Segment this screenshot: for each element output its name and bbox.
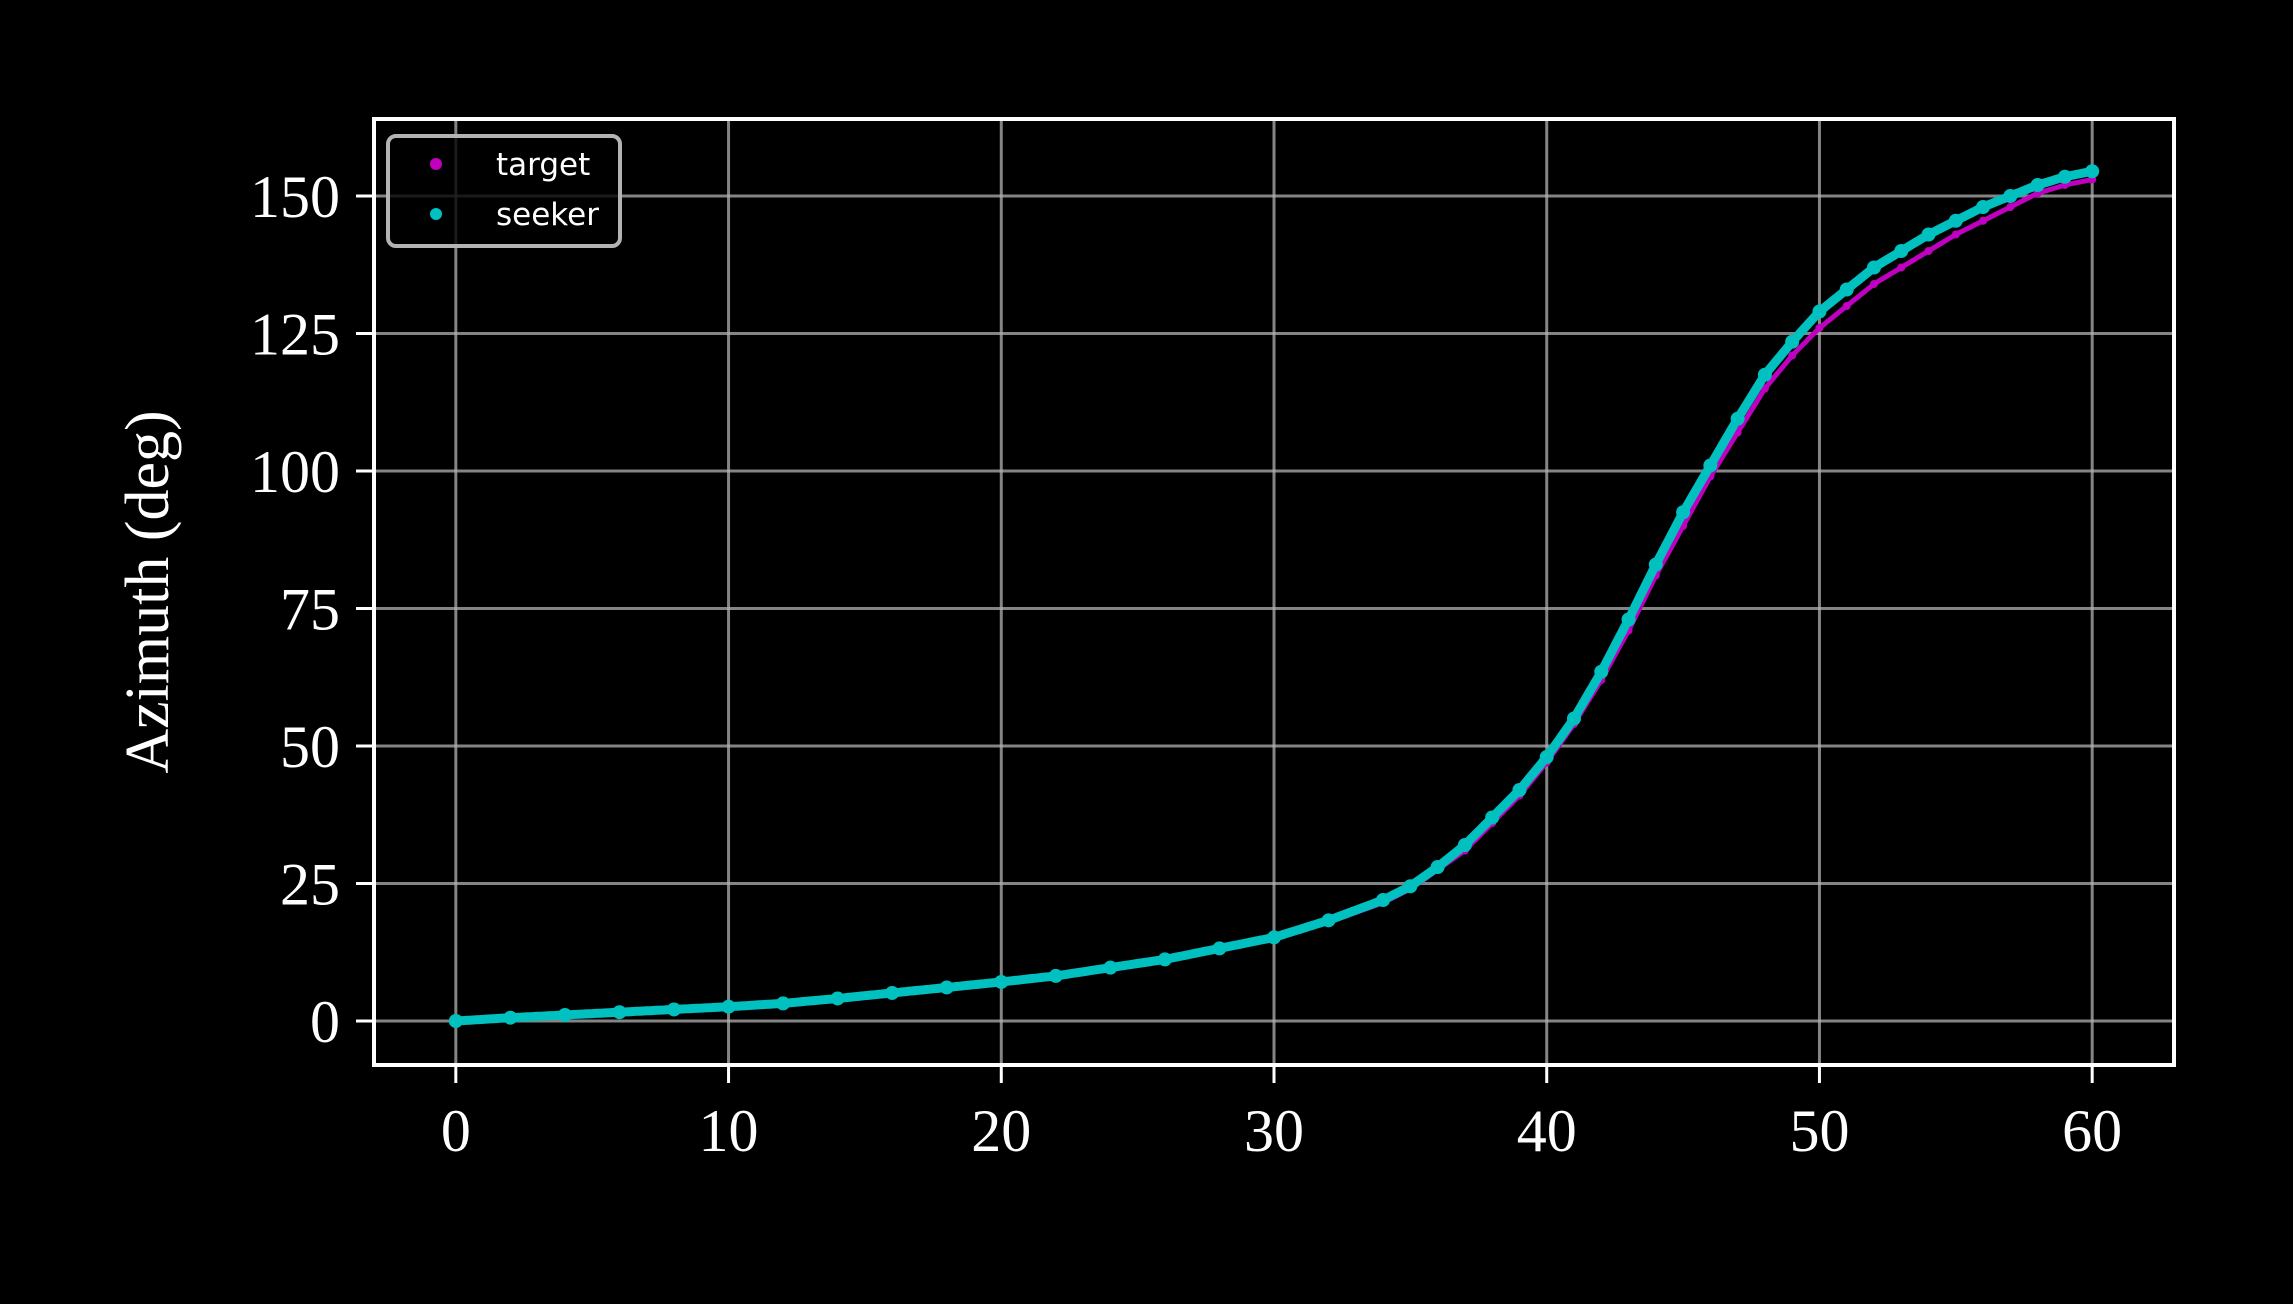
axis-ticks: 0 10 20 30 40 50 60 0 25 50 75 100 125 150: [250, 164, 2122, 1164]
data-point-seeker: [1703, 458, 1718, 473]
data-point-seeker: [557, 1007, 572, 1022]
data-point-seeker: [2085, 164, 2100, 179]
data-point-seeker: [1212, 941, 1227, 956]
data-point-seeker: [1785, 334, 1800, 349]
series-seeker: [448, 164, 2100, 1028]
data-point-target: [1788, 351, 1797, 360]
y-tick-label: 25: [280, 852, 340, 918]
x-tick-label: 20: [971, 1098, 1031, 1164]
data-point-seeker: [1157, 952, 1172, 967]
data-point-seeker: [448, 1014, 463, 1028]
data-point-seeker: [939, 980, 954, 995]
data-point-seeker: [1403, 879, 1418, 894]
legend: target seeker: [386, 134, 622, 248]
data-point-seeker: [1839, 282, 1854, 297]
data-point-seeker: [721, 999, 736, 1014]
data-point-seeker: [2057, 169, 2072, 184]
data-point-seeker: [1812, 304, 1827, 319]
data-point-seeker: [1757, 367, 1772, 382]
data-point-target: [1842, 302, 1851, 310]
data-point-target: [1924, 247, 1933, 255]
data-point-target: [1979, 216, 1988, 225]
data-point-seeker: [1485, 810, 1500, 825]
data-point-seeker: [1648, 557, 1663, 572]
y-tick-label: 75: [280, 577, 340, 643]
legend-label-seeker: seeker: [496, 197, 599, 233]
y-tick-label: 125: [250, 302, 340, 368]
x-tick-label: 40: [1517, 1098, 1577, 1164]
legend-marker-seeker: [430, 208, 442, 220]
data-point-seeker: [885, 985, 900, 1000]
x-tick-label: 30: [1244, 1098, 1304, 1164]
data-point-seeker: [1676, 505, 1691, 520]
legend-marker-target: [430, 158, 442, 170]
y-tick-label: 150: [250, 164, 340, 230]
data-point-seeker: [1267, 930, 1281, 945]
data-series: [448, 164, 2100, 1028]
plot-frame: [372, 117, 2176, 1067]
data-point-seeker: [1512, 783, 1527, 797]
grid-lines: [374, 119, 2174, 1065]
y-tick-label: 50: [280, 714, 340, 780]
data-point-seeker: [994, 974, 1009, 989]
data-point-seeker: [1430, 860, 1445, 874]
data-point-target: [1870, 280, 1878, 288]
y-axis-title: Azimuth (deg): [114, 410, 182, 773]
data-point-seeker: [1048, 968, 1063, 983]
data-point-seeker: [1621, 612, 1636, 627]
data-point-seeker: [1594, 664, 1609, 679]
legend-box: [386, 134, 622, 248]
data-point-seeker: [1539, 750, 1554, 764]
data-point-seeker: [612, 1005, 627, 1020]
data-point-seeker: [1976, 200, 1991, 214]
data-point-seeker: [1894, 244, 1909, 258]
x-tick-label: 60: [2062, 1098, 2122, 1164]
x-tick-label: 50: [1789, 1098, 1849, 1164]
data-point-target: [1897, 263, 1906, 272]
data-point-target: [2006, 203, 2015, 211]
data-point-seeker: [1730, 411, 1745, 426]
data-point-seeker: [2003, 189, 2018, 203]
data-point-seeker: [2030, 178, 2045, 192]
data-point-seeker: [1567, 711, 1581, 726]
data-point-seeker: [1321, 913, 1336, 928]
x-tick-label: 10: [699, 1098, 759, 1164]
data-point-target: [1815, 324, 1824, 332]
x-tick-label: 0: [441, 1098, 471, 1164]
data-point-seeker: [503, 1010, 518, 1025]
data-point-seeker: [776, 996, 791, 1011]
data-point-seeker: [830, 991, 845, 1006]
data-point-seeker: [1948, 213, 1963, 228]
data-point-seeker: [1457, 838, 1472, 852]
y-tick-label: 0: [310, 989, 340, 1055]
data-point-seeker: [1376, 893, 1391, 907]
y-tick-label: 100: [250, 439, 340, 505]
data-point-target: [1951, 230, 1960, 239]
data-point-seeker: [667, 1002, 681, 1017]
data-point-seeker: [1867, 260, 1881, 275]
data-point-seeker: [1103, 960, 1118, 975]
legend-label-target: target: [496, 147, 590, 183]
data-point-seeker: [1921, 227, 1936, 242]
